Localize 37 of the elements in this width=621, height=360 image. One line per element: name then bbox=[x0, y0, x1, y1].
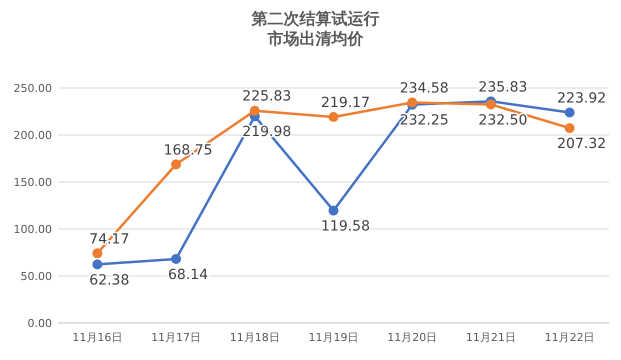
x-tick-label: 11月22日 bbox=[544, 331, 595, 344]
data-label: 119.58 bbox=[321, 218, 370, 235]
point bbox=[92, 259, 102, 270]
x-tick-label: 11月17日 bbox=[151, 331, 202, 344]
point bbox=[328, 112, 338, 122]
x-tick-label: 11月18日 bbox=[230, 331, 280, 344]
data-label: 223.92 bbox=[557, 90, 606, 107]
data-label: 225.83 bbox=[242, 88, 292, 105]
data-label: 68.14 bbox=[168, 266, 208, 283]
point bbox=[92, 248, 102, 258]
y-tick-label: 250.00 bbox=[14, 82, 52, 95]
data-label: 232.50 bbox=[478, 112, 528, 128]
point bbox=[407, 97, 418, 108]
chart-title: 第二次结算试运行 bbox=[250, 9, 380, 28]
point bbox=[564, 108, 575, 118]
x-tick-label: 11月19日 bbox=[308, 331, 358, 344]
data-label: 62.38 bbox=[89, 272, 130, 288]
y-tick-label: 100.00 bbox=[14, 223, 52, 236]
point bbox=[171, 254, 182, 264]
y-tick-label: 200.00 bbox=[14, 129, 52, 142]
x-tick-label: 11月16日 bbox=[72, 331, 122, 344]
chart-subtitle: 市场出清均价 bbox=[266, 29, 364, 48]
point bbox=[171, 159, 182, 170]
x-tick-label: 11月20日 bbox=[387, 331, 438, 344]
y-tick-label: 50.00 bbox=[20, 270, 52, 283]
point bbox=[486, 99, 496, 110]
data-label: 207.32 bbox=[557, 136, 606, 152]
data-label: 219.17 bbox=[321, 94, 370, 111]
y-tick-label: 150.00 bbox=[14, 176, 52, 189]
y-tick-label: 0.00 bbox=[28, 317, 52, 330]
data-label: 234.58 bbox=[400, 80, 449, 96]
x-tick-label: 11月21日 bbox=[466, 331, 516, 344]
point bbox=[328, 206, 338, 216]
point bbox=[564, 123, 575, 134]
data-label: 232.25 bbox=[400, 112, 449, 129]
data-label: 235.83 bbox=[478, 79, 528, 96]
point bbox=[250, 106, 260, 116]
